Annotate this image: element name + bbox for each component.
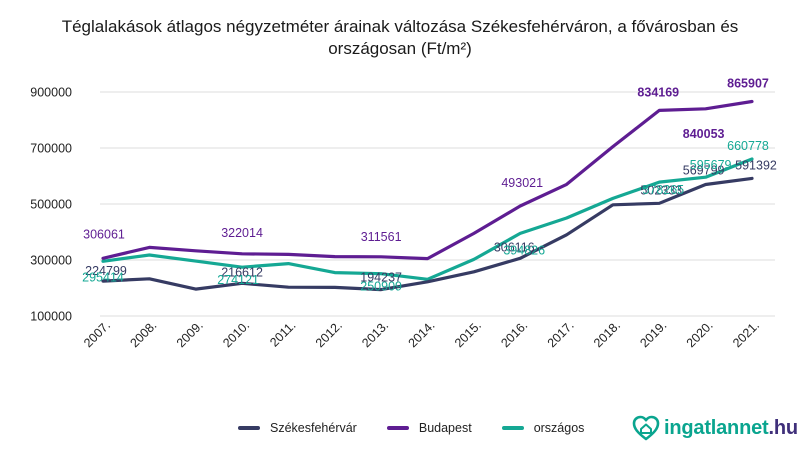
data-label-orszagos: 660778 [727,139,769,153]
data-label-szekesfehervar: 569799 [683,163,725,177]
data-label-szekesfehervar: 216612 [221,265,263,279]
data-label-budapest: 840053 [683,127,725,141]
x-tick-label: 2021. [730,318,762,350]
house-heart-icon [632,415,660,441]
y-tick-label: 100000 [30,310,72,324]
x-tick-label: 2009. [174,318,206,350]
x-tick-label: 2019. [637,318,669,350]
data-label-orszagos: 394826 [503,243,545,257]
data-label-orszagos: 274121 [217,273,259,287]
x-tick-label: 2020. [684,318,716,350]
x-tick-label: 2007. [81,318,113,350]
x-tick-label: 2008. [127,318,159,350]
series-line-budapest [101,99,754,261]
series-line-szekesfehervar [101,176,754,292]
y-tick-label: 500000 [30,198,72,212]
y-tick-label: 900000 [30,86,72,100]
x-tick-label: 2016. [498,318,530,350]
logo-tld: .hu [768,416,798,439]
legend-label-budapest: Budapest [418,421,472,435]
legend-item-szekesfehervar[interactable]: Székesfehérvár [238,421,357,435]
y-tick-label: 700000 [30,142,72,156]
ingatlannet-logo: ingatlannet.hu [632,413,798,443]
data-label-orszagos: 295414 [82,270,124,284]
data-label-budapest: 865907 [727,77,769,91]
legend-label-orszagos: országos [533,421,585,435]
data-label-budapest: 834169 [637,85,679,99]
x-tick-label: 2013. [359,318,391,350]
legend-label-szekesfehervar: Székesfehérvár [270,421,357,435]
data-label-budapest: 322014 [221,226,263,240]
logo-name: ingatlannet [664,416,769,439]
data-label-szekesfehervar: 306116 [494,240,535,254]
chart-title-line-1: Téglalakások átlagos négyzetméter áraina… [61,17,739,36]
legend-swatch-szekesfehervar [238,426,260,430]
legend-swatch-orszagos [501,426,524,430]
data-label-budapest: 306061 [83,227,125,241]
x-tick-label: 2012. [313,318,345,350]
x-tick-label: 2018. [591,318,623,350]
x-tick-label: 2010. [220,318,252,350]
y-tick-label: 300000 [30,254,72,268]
x-tick-label: 2014. [406,318,438,350]
data-label-szekesfehervar: 502333 [640,183,682,197]
chart-title: Téglalakások átlagos négyzetméter áraina… [0,16,800,60]
x-tick-label: 2011. [267,318,298,349]
data-label-budapest: 311561 [361,230,402,244]
data-label-szekesfehervar: 591392 [735,158,777,172]
data-label-orszagos: 578265 [642,183,684,197]
legend-swatch-budapest [386,426,409,430]
data-label-budapest: 493021 [501,176,543,190]
x-tick-label: 2017. [545,318,577,350]
data-label-szekesfehervar: 194237 [360,271,402,285]
legend-item-orszagos[interactable]: országos [501,421,585,435]
data-label-orszagos: 250909 [360,280,402,294]
legend-item-budapest[interactable]: Budapest [386,421,472,435]
x-tick-label: 2015. [452,318,484,350]
logo-text: ingatlannet.hu [664,417,798,440]
chart-title-line-2: országosan (Ft/m²) [328,39,472,58]
series-line-orszagos [101,157,754,281]
data-label-orszagos: 595679 [690,158,732,172]
legend: Székesfehérvár Budapest országos [238,418,614,438]
data-label-szekesfehervar: 224799 [85,264,127,278]
